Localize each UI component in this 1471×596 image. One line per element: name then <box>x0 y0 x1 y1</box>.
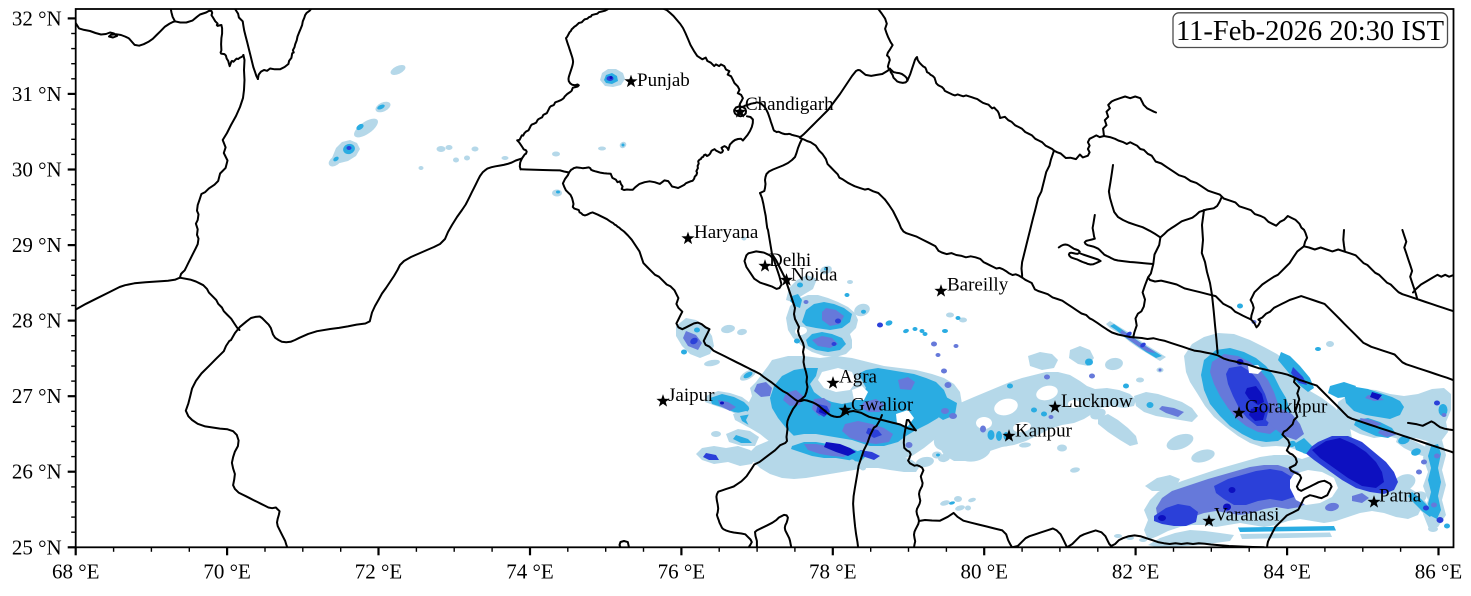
svg-text:76 °E: 76 °E <box>658 559 705 583</box>
svg-text:72 °E: 72 °E <box>355 559 402 583</box>
svg-text:29 °N: 29 °N <box>12 233 62 257</box>
svg-text:74 °E: 74 °E <box>506 559 553 583</box>
svg-text:Patna: Patna <box>1379 486 1422 507</box>
svg-text:Lucknow: Lucknow <box>1061 391 1133 412</box>
svg-text:27 °N: 27 °N <box>12 384 62 408</box>
svg-text:78 °E: 78 °E <box>809 559 856 583</box>
svg-text:Delhi: Delhi <box>769 250 811 271</box>
svg-text:84 °E: 84 °E <box>1263 559 1310 583</box>
svg-text:31 °N: 31 °N <box>12 82 62 106</box>
svg-text:Punjab: Punjab <box>637 70 690 91</box>
svg-text:Agra: Agra <box>839 367 878 388</box>
svg-text:11-Feb-2026 20:30 IST: 11-Feb-2026 20:30 IST <box>1176 16 1444 47</box>
svg-text:Noida: Noida <box>791 265 838 286</box>
svg-text:Gwalior: Gwalior <box>851 395 914 416</box>
svg-text:Chandigarh: Chandigarh <box>745 94 834 115</box>
svg-text:80 °E: 80 °E <box>960 559 1007 583</box>
svg-text:Haryana: Haryana <box>694 222 759 243</box>
svg-text:70 °E: 70 °E <box>203 559 250 583</box>
svg-text:Kanpur: Kanpur <box>1015 421 1073 442</box>
svg-text:86 °E: 86 °E <box>1415 559 1462 583</box>
svg-text:25 °N: 25 °N <box>12 535 62 559</box>
svg-text:Jaipur: Jaipur <box>668 385 715 406</box>
svg-text:68 °E: 68 °E <box>52 559 99 583</box>
svg-text:26 °N: 26 °N <box>12 460 62 484</box>
svg-text:Varanasi: Varanasi <box>1214 505 1279 526</box>
svg-text:82 °E: 82 °E <box>1112 559 1159 583</box>
svg-text:Bareilly: Bareilly <box>947 275 1009 296</box>
svg-text:30 °N: 30 °N <box>12 158 62 182</box>
svg-text:28 °N: 28 °N <box>12 309 62 333</box>
svg-text:Gorakhpur: Gorakhpur <box>1245 397 1328 418</box>
svg-text:32 °N: 32 °N <box>12 6 62 30</box>
